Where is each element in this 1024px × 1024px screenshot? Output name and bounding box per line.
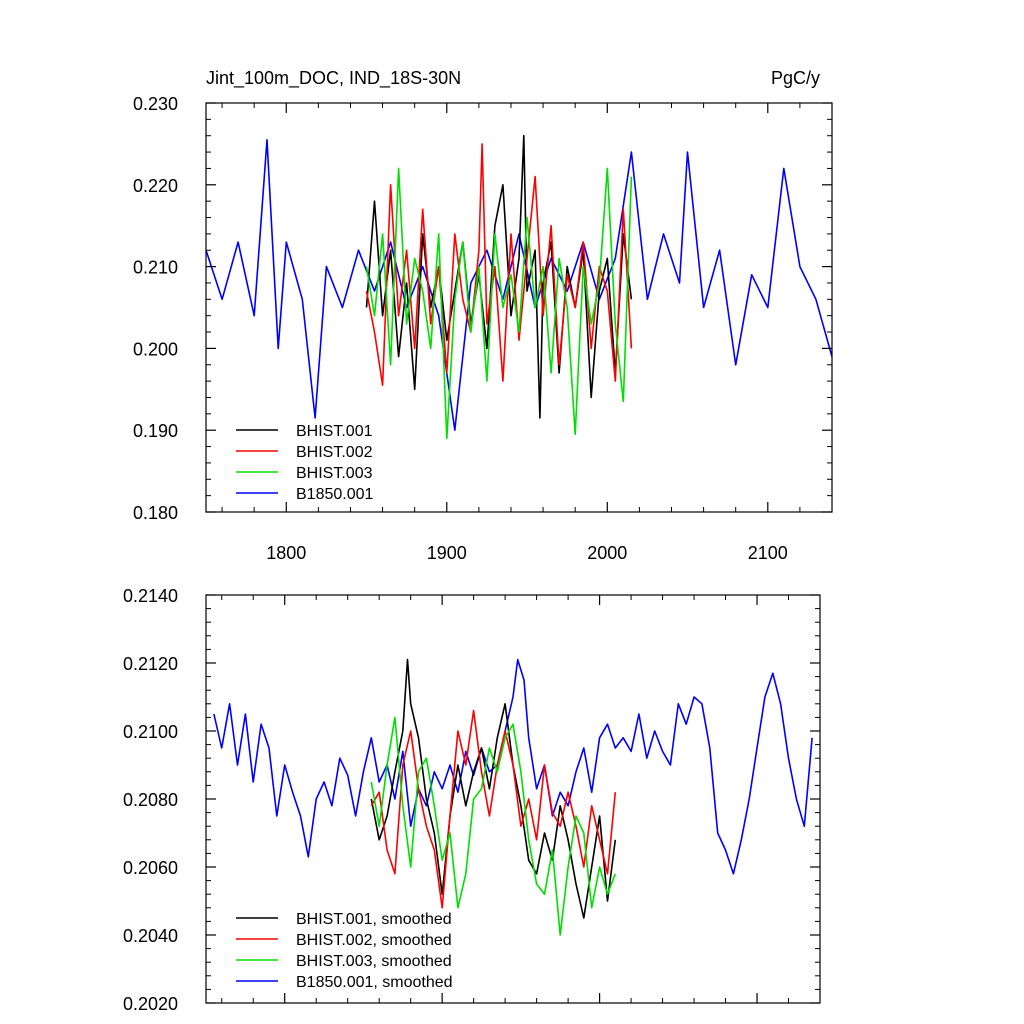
legend-label-1-3: B1850.001, smoothed: [296, 974, 453, 991]
y-tick-label-1-2: 0.2060: [123, 858, 178, 878]
y-tick-label-1-3: 0.2080: [123, 790, 178, 810]
y-tick-label-0-5: 0.230: [133, 94, 178, 114]
legend-label-0-2: BHIST.003: [296, 465, 373, 482]
series-line-1-0: [213, 658, 813, 875]
x-tick-label-0-0: 1800: [266, 543, 306, 563]
plot-units: PgC/y: [771, 68, 820, 88]
y-tick-label-1-1: 0.2040: [123, 926, 178, 946]
x-tick-label-0-2: 2000: [587, 543, 627, 563]
y-tick-label-0-2: 0.200: [133, 339, 178, 359]
series-line-1-2: [370, 709, 617, 909]
y-tick-label-1-4: 0.2100: [123, 722, 178, 742]
series-line-0-3: [365, 167, 633, 440]
legend-label-1-1: BHIST.002, smoothed: [296, 932, 452, 949]
y-tick-label-1-0: 0.2020: [123, 994, 178, 1014]
y-tick-label-1-5: 0.2120: [123, 654, 178, 674]
series-line-0-0: [205, 139, 833, 432]
legend-label-1-0: BHIST.001, smoothed: [296, 911, 452, 928]
y-tick-label-1-6: 0.2140: [123, 586, 178, 606]
plot-title: Jint_100m_DOC, IND_18S-30N: [206, 68, 461, 89]
legend-label-0-3: B1850.001: [296, 486, 374, 503]
y-tick-label-0-4: 0.220: [133, 176, 178, 196]
legend-label-1-2: BHIST.003, smoothed: [296, 953, 452, 970]
legend-label-0-0: BHIST.001: [296, 423, 373, 440]
legend-label-0-1: BHIST.002: [296, 444, 373, 461]
y-tick-label-0-1: 0.190: [133, 421, 178, 441]
series-line-1-3: [370, 716, 617, 936]
y-tick-label-0-0: 0.180: [133, 503, 178, 523]
series-line-0-2: [365, 143, 633, 387]
x-tick-label-0-3: 2100: [748, 543, 788, 563]
y-tick-label-0-3: 0.210: [133, 258, 178, 278]
x-tick-label-0-1: 1900: [427, 543, 467, 563]
series-line-1-1: [370, 658, 617, 919]
plot-frame-0: [205, 102, 833, 513]
